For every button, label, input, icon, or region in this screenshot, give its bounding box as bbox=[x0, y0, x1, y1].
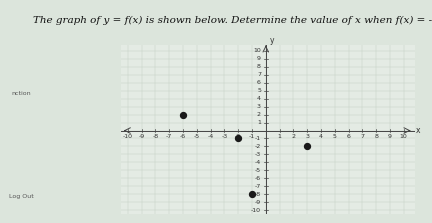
Text: -1: -1 bbox=[249, 134, 255, 139]
Text: 6: 6 bbox=[346, 134, 350, 139]
Text: -8: -8 bbox=[255, 192, 261, 197]
Text: 1: 1 bbox=[278, 134, 282, 139]
Text: 4: 4 bbox=[257, 96, 261, 101]
Text: -5: -5 bbox=[194, 134, 200, 139]
Text: 1: 1 bbox=[257, 120, 261, 125]
Text: -10: -10 bbox=[251, 208, 261, 213]
Text: 7: 7 bbox=[257, 72, 261, 77]
Text: 9: 9 bbox=[257, 56, 261, 61]
Text: -2: -2 bbox=[235, 134, 241, 139]
Text: -9: -9 bbox=[139, 134, 145, 139]
Text: 3: 3 bbox=[257, 104, 261, 109]
Text: -1: -1 bbox=[255, 136, 261, 141]
Point bbox=[304, 145, 311, 148]
Text: -9: -9 bbox=[255, 200, 261, 205]
Text: -3: -3 bbox=[221, 134, 228, 139]
Text: -4: -4 bbox=[207, 134, 214, 139]
Text: nction: nction bbox=[12, 91, 32, 96]
Text: -10: -10 bbox=[123, 134, 133, 139]
Text: -5: -5 bbox=[255, 168, 261, 173]
Text: 10: 10 bbox=[253, 48, 261, 54]
Text: 4: 4 bbox=[319, 134, 323, 139]
Text: 9: 9 bbox=[388, 134, 392, 139]
Text: The graph of y = f(x) is shown below. Determine the value of x when f(x) = -1.: The graph of y = f(x) is shown below. De… bbox=[33, 16, 432, 25]
Point bbox=[248, 192, 255, 196]
Text: 7: 7 bbox=[360, 134, 364, 139]
Text: 3: 3 bbox=[305, 134, 309, 139]
Text: 8: 8 bbox=[257, 64, 261, 69]
Text: 8: 8 bbox=[374, 134, 378, 139]
Text: 2: 2 bbox=[291, 134, 295, 139]
Text: -8: -8 bbox=[152, 134, 159, 139]
Text: 2: 2 bbox=[257, 112, 261, 117]
Text: 10: 10 bbox=[400, 134, 407, 139]
Text: -2: -2 bbox=[255, 144, 261, 149]
Text: 6: 6 bbox=[257, 80, 261, 85]
Text: 5: 5 bbox=[257, 88, 261, 93]
Text: -4: -4 bbox=[255, 160, 261, 165]
Text: -6: -6 bbox=[255, 176, 261, 181]
Text: -7: -7 bbox=[255, 184, 261, 189]
Text: x: x bbox=[416, 126, 420, 135]
Text: Log Out: Log Out bbox=[9, 194, 34, 199]
Text: -7: -7 bbox=[166, 134, 172, 139]
Text: -3: -3 bbox=[255, 152, 261, 157]
Text: y: y bbox=[270, 36, 274, 45]
Point bbox=[180, 113, 187, 116]
Text: 5: 5 bbox=[333, 134, 337, 139]
Text: -6: -6 bbox=[180, 134, 186, 139]
Point bbox=[235, 137, 241, 140]
